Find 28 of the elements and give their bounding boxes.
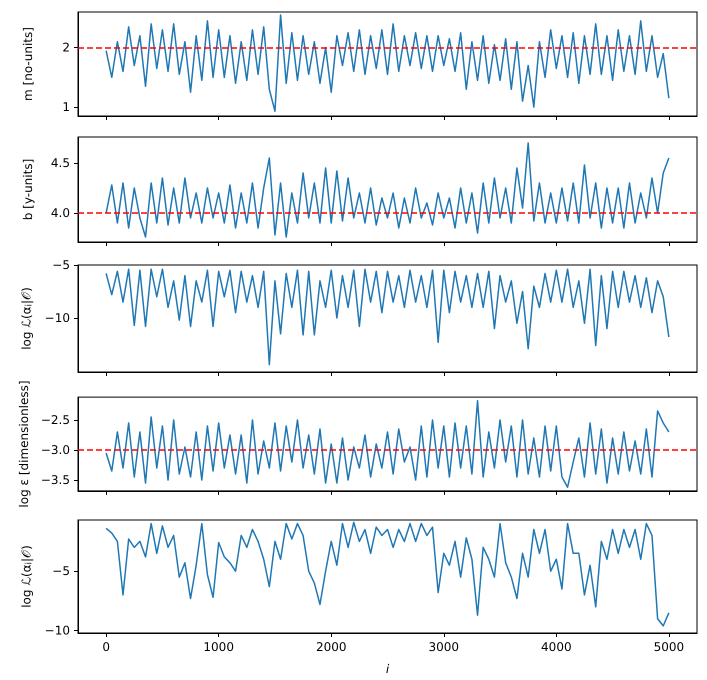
x-tick-label: 2000 [316, 640, 346, 654]
y-tick-label: −3.0 [40, 443, 70, 458]
y-tick-label: −10 [44, 310, 70, 325]
line-series [105, 142, 670, 238]
y-axis-title: log ℒ(αi|𝒪) [19, 287, 34, 350]
line-series [105, 14, 670, 112]
y-tick-label: 1 [62, 100, 70, 114]
y-tick-label: −2.5 [40, 412, 70, 427]
x-tick-label: 4000 [541, 640, 572, 654]
line-series [105, 400, 670, 488]
y-tick-label: −3.5 [40, 473, 70, 488]
y-axis-title: b [y-units] [21, 158, 35, 220]
line-series [105, 522, 670, 627]
x-axis-title: i [386, 662, 390, 676]
y-axis-title: log ℒ(αi|𝒪) [19, 545, 34, 608]
y-tick-label: −5 [52, 564, 70, 578]
y-tick-label: 4.0 [50, 206, 70, 220]
x-tick-label: 5000 [654, 640, 684, 654]
y-axis-title: log ε [dimensionless] [16, 380, 31, 508]
y-tick-label: 4.5 [50, 156, 70, 170]
x-tick-label: 1000 [203, 640, 234, 654]
line-series [105, 268, 670, 366]
x-tick-label: 3000 [428, 640, 460, 654]
x-tick-label: 0 [102, 640, 110, 654]
y-axis-title: m [no-units] [21, 27, 35, 101]
y-tick-label: −10 [44, 624, 70, 638]
y-tick-label: −5 [52, 258, 70, 272]
y-tick-label: 2 [62, 40, 70, 55]
